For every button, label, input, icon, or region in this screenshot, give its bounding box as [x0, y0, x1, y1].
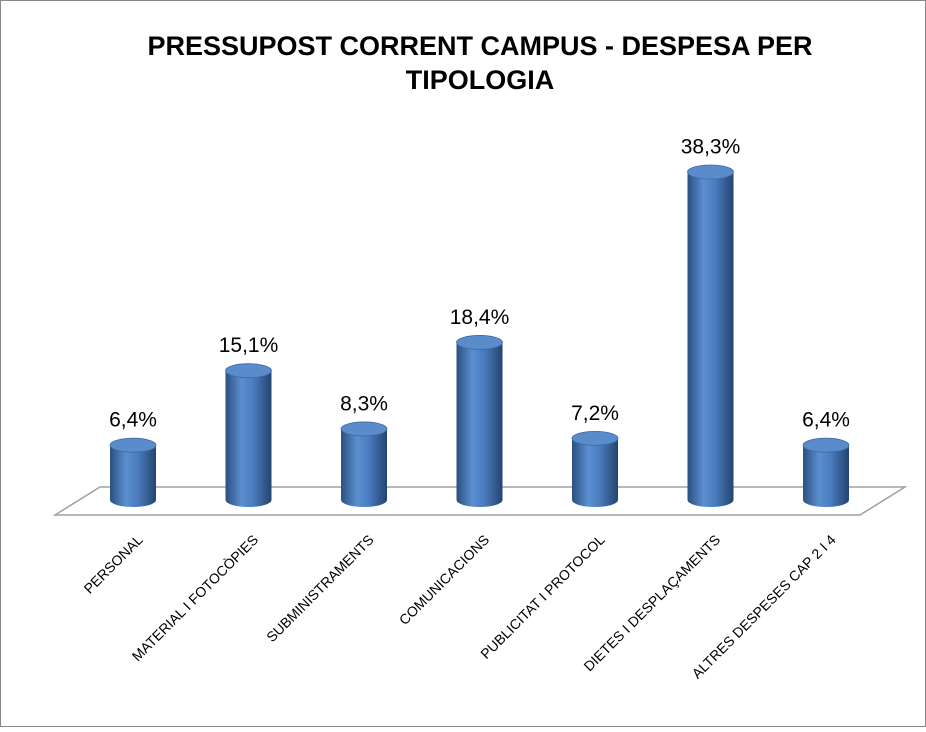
value-label: 6,4% [109, 409, 157, 432]
bar [572, 438, 618, 507]
value-label: 7,2% [571, 402, 619, 425]
chart-title: PRESSUPOST CORRENT CAMPUS - DESPESA PER T… [147, 31, 812, 95]
bar-top [571, 430, 619, 446]
value-label: 6,4% [802, 409, 850, 432]
bar [456, 342, 503, 507]
bar-top [225, 363, 272, 379]
value-label: 38,3% [681, 136, 741, 159]
bar [225, 370, 272, 507]
bar [803, 445, 849, 507]
bar-top [456, 335, 503, 350]
bar-top [109, 437, 157, 453]
bar [110, 445, 156, 507]
value-label: 15,1% [219, 334, 279, 357]
bar [341, 428, 387, 507]
bar-top [802, 437, 850, 453]
bar-top [340, 421, 388, 437]
bar-top [687, 164, 734, 180]
bar [687, 172, 734, 507]
value-label: 8,3% [340, 392, 388, 415]
value-label: 18,4% [450, 306, 510, 329]
